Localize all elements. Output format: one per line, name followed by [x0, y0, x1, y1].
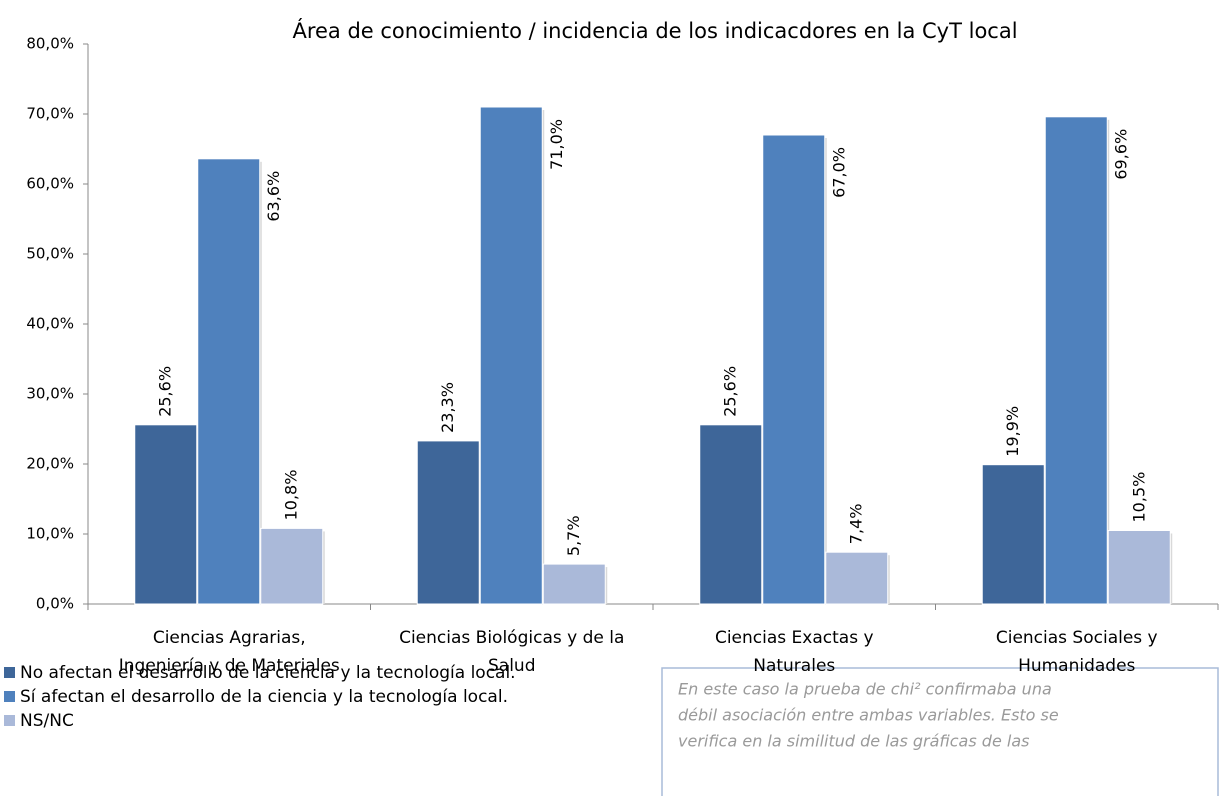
data-label: 71,0%: [547, 119, 566, 170]
x-tick-label: Ciencias Exactas y: [715, 628, 874, 648]
annotation-text: verifica en la similitud de las gráficas…: [678, 732, 1029, 751]
chart-title: Área de conocimiento / incidencia de los…: [292, 18, 1017, 43]
x-tick-label: Ingeniería y de Materiales: [119, 656, 340, 676]
legend-label: NS/NC: [20, 711, 74, 731]
legend-swatch: [4, 667, 15, 678]
legend-label: Sí afectan el desarrollo de la ciencia y…: [20, 687, 508, 707]
data-label: 69,6%: [1112, 129, 1131, 180]
bar: [1044, 116, 1108, 605]
x-tick-label: Salud: [488, 656, 536, 676]
bar: [825, 551, 889, 605]
y-tick-label: 50,0%: [26, 245, 74, 263]
y-tick-label: 80,0%: [26, 35, 74, 53]
data-label: 7,4%: [847, 504, 866, 545]
data-label: 10,8%: [282, 470, 301, 521]
y-tick-label: 60,0%: [26, 175, 74, 193]
annotation-text: En este caso la prueba de chi² confirmab…: [678, 680, 1052, 699]
bar: [134, 424, 198, 605]
x-tick-label: Naturales: [753, 656, 835, 676]
annotation-box: [661, 667, 1219, 796]
x-tick-label: Ciencias Agrarias,: [153, 628, 306, 648]
legend-swatch: [4, 691, 15, 702]
annotation-text: débil asociación entre ambas variables. …: [678, 706, 1059, 725]
y-tick-label: 0,0%: [36, 595, 74, 613]
y-tick-label: 40,0%: [26, 315, 74, 333]
bar: [1107, 530, 1171, 605]
bar: [981, 464, 1045, 605]
y-tick-label: 70,0%: [26, 105, 74, 123]
y-tick-label: 10,0%: [26, 525, 74, 543]
data-label: 67,0%: [829, 147, 848, 198]
x-tick-label: Ciencias Sociales y: [996, 628, 1158, 648]
bar: [542, 563, 606, 605]
bar: [479, 106, 543, 605]
data-label: 5,7%: [564, 515, 583, 556]
data-label: 19,9%: [1003, 406, 1022, 457]
data-label: 25,6%: [156, 366, 175, 417]
x-tick-label: Humanidades: [1018, 656, 1135, 676]
y-tick-label: 20,0%: [26, 455, 74, 473]
data-label: 25,6%: [721, 366, 740, 417]
legend-swatch: [4, 715, 15, 726]
x-tick-label: Ciencias Biológicas y de la: [399, 628, 624, 648]
legend-label: No afectan el desarrollo de la ciencia y…: [20, 663, 516, 683]
bar: [416, 440, 480, 605]
data-label: 63,6%: [264, 171, 283, 222]
bar: [762, 134, 826, 605]
data-label: 10,5%: [1129, 472, 1148, 523]
bar: [699, 424, 763, 605]
bar: [260, 527, 324, 605]
data-label: 23,3%: [438, 382, 457, 433]
y-tick-label: 30,0%: [26, 385, 74, 403]
bar: [197, 158, 261, 605]
